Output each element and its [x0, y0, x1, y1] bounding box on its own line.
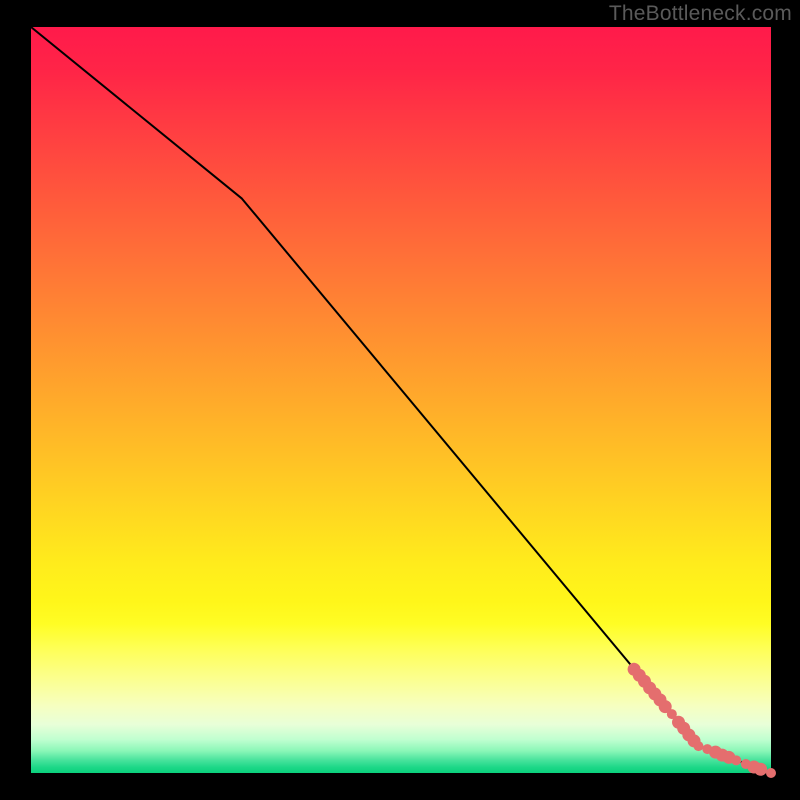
chart-stage: TheBottleneck.com [0, 0, 800, 800]
data-marker [731, 755, 741, 765]
chart-svg [0, 0, 800, 800]
plot-area-bg [31, 27, 771, 773]
data-marker [693, 741, 703, 751]
data-marker [766, 768, 776, 778]
data-marker [754, 763, 767, 776]
